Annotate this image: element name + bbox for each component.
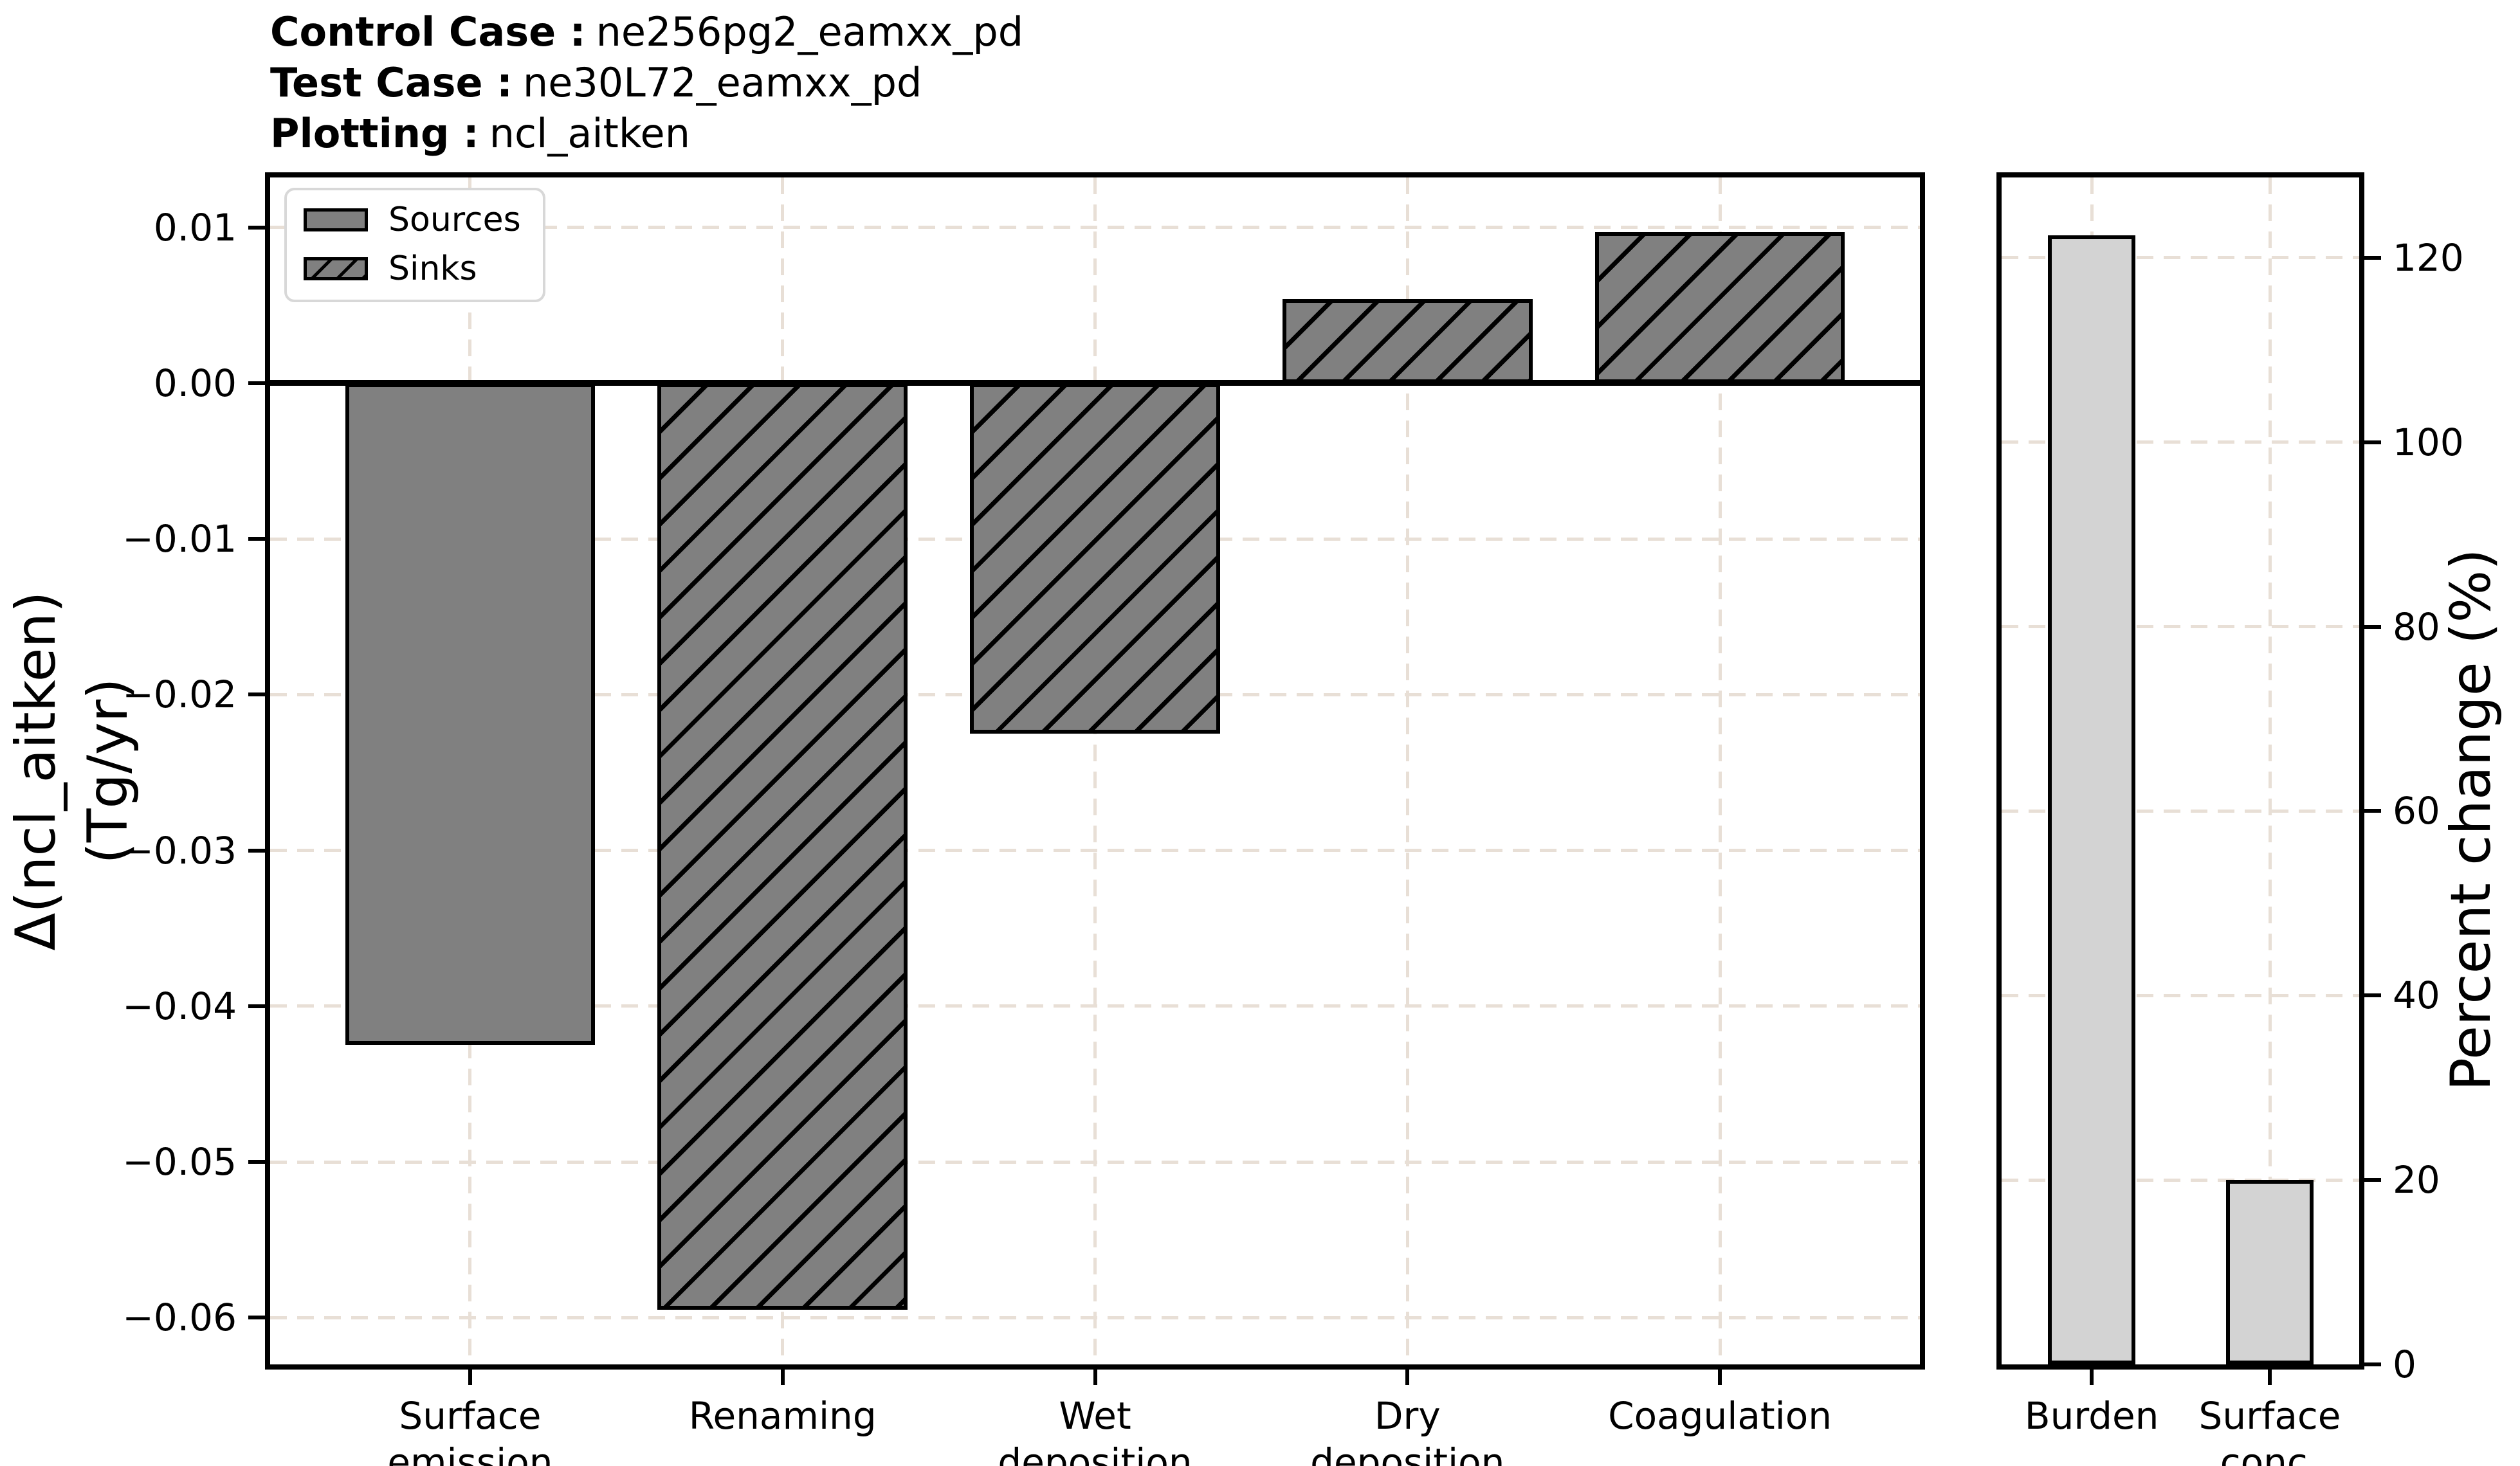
x-tick-burden xyxy=(2090,1370,2094,1385)
y-tick-−0.03 xyxy=(248,848,265,853)
x-category-label-dry-deposition: Dry deposition xyxy=(1310,1394,1505,1466)
y-tick-label-60: 60 xyxy=(2393,789,2440,833)
y-tick-20 xyxy=(2364,1178,2381,1182)
y-tick-label-−0.02: −0.02 xyxy=(122,673,237,717)
gridline-100 xyxy=(2002,440,2359,444)
x-tick-coagulation xyxy=(1718,1370,1722,1385)
y-tick-label-0: 0 xyxy=(2393,1343,2416,1386)
x-tick-surface-conc xyxy=(2268,1370,2272,1385)
y-tick-−0.05 xyxy=(248,1160,265,1164)
gridline-60 xyxy=(2002,809,2359,813)
flux-y-axis-label: Δ(ncl_aitken) (Tg/yr) xyxy=(0,591,144,950)
gridline-vertical-coagulation xyxy=(1718,177,1722,1364)
test-case-label: Test Case : xyxy=(270,59,513,106)
sinks-swatch-icon xyxy=(304,257,368,280)
y-tick-−0.02 xyxy=(248,692,265,697)
plotting-value: ncl_aitken xyxy=(489,110,690,157)
y-tick-−0.04 xyxy=(248,1004,265,1008)
gridline-−0.04 xyxy=(270,1004,1920,1008)
control-case-value: ne256pg2_eamxx_pd xyxy=(596,8,1024,55)
y-tick-0.01 xyxy=(248,225,265,230)
y-tick-80 xyxy=(2364,624,2381,629)
percent-y-axis-label: Percent change (%) xyxy=(2439,548,2503,1091)
gridline-−0.05 xyxy=(270,1160,1920,1164)
x-category-label-surface-conc: Surface conc. xyxy=(2198,1394,2341,1466)
gridline-120 xyxy=(2002,256,2359,260)
gridline-0.01 xyxy=(270,226,1920,230)
sinks-legend-label: Sinks xyxy=(388,249,477,288)
y-tick-label-−0.04: −0.04 xyxy=(122,984,237,1028)
bar-wet-deposition xyxy=(970,383,1220,734)
x-tick-surface-emission xyxy=(468,1370,472,1385)
y-tick-label-−0.01: −0.01 xyxy=(122,517,237,561)
legend-item-sinks: Sinks xyxy=(304,251,521,287)
y-tick-label-−0.06: −0.06 xyxy=(122,1296,237,1340)
test-case-value: ne30L72_eamxx_pd xyxy=(522,59,922,106)
y-tick-40 xyxy=(2364,993,2381,998)
plotting-label: Plotting : xyxy=(270,110,479,157)
title-line-test-case: Test Case : ne30L72_eamxx_pd xyxy=(270,57,1023,108)
flux-plot-area xyxy=(265,177,1925,1364)
y-tick-label-120: 120 xyxy=(2393,235,2464,280)
x-category-label-wet-deposition: Wet deposition xyxy=(998,1394,1192,1466)
bar-dry-deposition xyxy=(1282,298,1533,383)
gridline-−0.06 xyxy=(270,1316,1920,1319)
y-tick-label-40: 40 xyxy=(2393,973,2440,1018)
x-category-label-renaming: Renaming xyxy=(688,1394,877,1438)
percent-plot-area xyxy=(2002,177,2359,1364)
y-tick-120 xyxy=(2364,255,2381,260)
y-tick-label-−0.03: −0.03 xyxy=(122,828,237,873)
title-line-control-case: Control Case : ne256pg2_eamxx_pd xyxy=(270,6,1023,57)
bar-burden xyxy=(2048,235,2136,1364)
x-tick-dry-deposition xyxy=(1405,1370,1410,1385)
percent-axes xyxy=(1996,172,2364,1370)
y-tick-label-80: 80 xyxy=(2393,604,2440,649)
bar-coagulation xyxy=(1594,231,1845,383)
y-tick-60 xyxy=(2364,809,2381,813)
y-tick-label-0.01: 0.01 xyxy=(153,205,237,249)
gridline-vertical-surface-conc xyxy=(2268,177,2272,1364)
gridline-40 xyxy=(2002,993,2359,997)
bar-surface-emission xyxy=(345,383,596,1045)
y-tick-label-20: 20 xyxy=(2393,1158,2440,1202)
y-tick-0.00 xyxy=(248,381,265,385)
y-tick-100 xyxy=(2364,440,2381,444)
y-tick-−0.06 xyxy=(248,1316,265,1320)
y-tick-label-−0.05: −0.05 xyxy=(122,1140,237,1184)
x-category-label-surface-emission: Surface emission xyxy=(387,1394,553,1466)
flux-y-axis-label-line1: Δ(ncl_aitken) xyxy=(4,591,68,951)
legend-item-sources: Sources xyxy=(304,202,521,238)
title-block: Control Case : ne256pg2_eamxx_pd Test Cas… xyxy=(270,6,1023,159)
x-tick-renaming xyxy=(780,1370,785,1385)
bar-surface-conc xyxy=(2225,1180,2314,1364)
x-tick-wet-deposition xyxy=(1093,1370,1097,1385)
sources-swatch-icon xyxy=(304,208,368,231)
x-category-label-coagulation: Coagulation xyxy=(1608,1394,1832,1438)
gridline-vertical-dry-deposition xyxy=(1405,177,1409,1364)
x-category-label-burden: Burden xyxy=(2024,1394,2159,1438)
y-tick-label-0.00: 0.00 xyxy=(153,361,237,405)
y-tick-label-100: 100 xyxy=(2393,420,2464,464)
title-line-plotting: Plotting : ncl_aitken xyxy=(270,108,1023,159)
y-tick-−0.01 xyxy=(248,537,265,541)
legend: Sources Sinks xyxy=(284,188,545,302)
y-tick-0 xyxy=(2364,1362,2381,1366)
gridline-vertical-wet-deposition xyxy=(1093,177,1097,1364)
flux-axes: Sources Sinks xyxy=(265,172,1925,1370)
gridline-−0.03 xyxy=(270,849,1920,853)
bar-renaming xyxy=(657,383,908,1310)
sources-legend-label: Sources xyxy=(388,201,521,239)
gridline-80 xyxy=(2002,625,2359,629)
zero-line xyxy=(265,380,1925,386)
gridline-20 xyxy=(2002,1178,2359,1182)
control-case-label: Control Case : xyxy=(270,8,586,55)
